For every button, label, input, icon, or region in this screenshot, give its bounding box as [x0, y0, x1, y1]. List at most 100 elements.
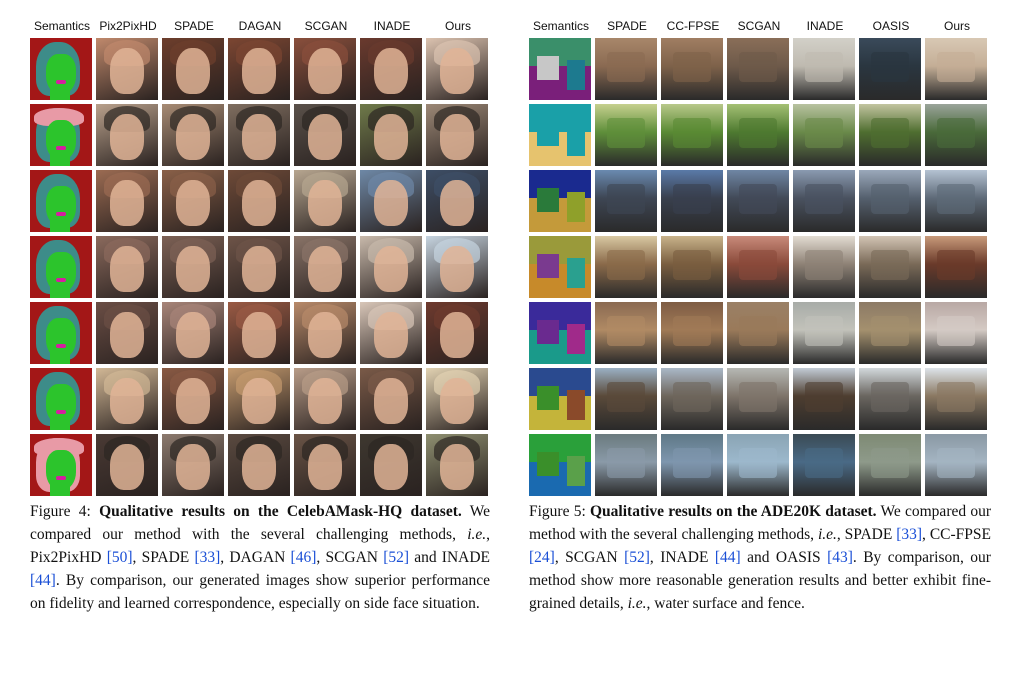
column-header: SCGAN — [737, 19, 781, 33]
caption-title: Qualitative results on the CelebAMask-HQ… — [99, 503, 462, 520]
semantic-map-image — [30, 302, 92, 364]
generated-scene-image — [793, 434, 855, 496]
caption-text: , Pix2PixHD — [30, 526, 490, 566]
generated-scene-image — [661, 302, 723, 364]
generated-scene-image — [859, 170, 921, 232]
caption-text: , SPADE — [132, 549, 195, 566]
citation-link[interactable]: [24] — [529, 549, 555, 566]
generated-face-image — [162, 236, 224, 298]
generated-scene-image — [727, 368, 789, 430]
generated-face-image — [294, 434, 356, 496]
generated-scene-image — [595, 38, 657, 100]
generated-face-image — [426, 236, 488, 298]
generated-face-image — [360, 434, 422, 496]
generated-scene-image — [793, 368, 855, 430]
generated-face-image — [294, 170, 356, 232]
generated-scene-image — [925, 38, 987, 100]
generated-face-image — [96, 368, 158, 430]
generated-face-image — [294, 368, 356, 430]
generated-face-image — [426, 302, 488, 364]
generated-face-image — [360, 170, 422, 232]
generated-scene-image — [727, 104, 789, 166]
generated-scene-image — [595, 104, 657, 166]
column-header: Semantics — [532, 19, 590, 33]
caption-ie: i.e. — [817, 526, 837, 543]
semantic-map-image — [529, 236, 591, 298]
caption-text: , CC-FPSE — [922, 526, 991, 543]
semantic-map-image — [30, 170, 92, 232]
caption-text: , DAGAN — [220, 549, 291, 566]
column-header: SCGAN — [304, 19, 348, 33]
generated-face-image — [228, 38, 290, 100]
generated-scene-image — [793, 236, 855, 298]
generated-scene-image — [661, 368, 723, 430]
semantic-map-image — [30, 104, 92, 166]
citation-link[interactable]: [46] — [290, 549, 317, 566]
generated-scene-image — [859, 236, 921, 298]
generated-face-image — [228, 170, 290, 232]
citation-link[interactable]: [52] — [383, 549, 410, 566]
generated-face-image — [426, 170, 488, 232]
generated-face-image — [162, 38, 224, 100]
column-header: OASIS — [872, 19, 910, 33]
caption-text: and OASIS — [740, 549, 828, 566]
citation-link[interactable]: [33] — [194, 549, 221, 566]
column-header: INADE — [806, 19, 844, 33]
figure-4-column-headers: Semantics Pix2PixHD SPADE DAGAN SCGAN INADE Ou… — [30, 14, 490, 38]
generated-face-image — [162, 104, 224, 166]
generated-scene-image — [925, 236, 987, 298]
column-header: SPADE — [607, 19, 647, 33]
figure-4-caption: Figure 4: Qualitative results on the Cel… — [30, 500, 490, 615]
generated-face-image — [426, 38, 488, 100]
generated-face-image — [162, 368, 224, 430]
generated-face-image — [426, 368, 488, 430]
generated-face-image — [96, 434, 158, 496]
semantic-map-image — [529, 302, 591, 364]
caption-text: and INADE — [409, 549, 490, 566]
generated-face-image — [294, 38, 356, 100]
figure-4-image-grid — [30, 38, 490, 498]
generated-face-image — [96, 104, 158, 166]
generated-scene-image — [727, 38, 789, 100]
caption-text: , SPADE — [836, 526, 897, 543]
citation-link[interactable]: [52] — [624, 549, 650, 566]
generated-scene-image — [925, 368, 987, 430]
semantic-map-image — [529, 434, 591, 496]
caption-text: We compared our method with the several … — [529, 503, 992, 543]
figure-5: Semantics SPADE CC-FPSE SCGAN INADE OASIS Ours — [529, 14, 991, 498]
generated-scene-image — [925, 302, 987, 364]
semantic-map-image — [30, 368, 92, 430]
caption-text: . By comparison, our method show more re… — [529, 549, 991, 612]
generated-face-image — [228, 104, 290, 166]
generated-scene-image — [595, 236, 657, 298]
generated-scene-image — [793, 170, 855, 232]
generated-scene-image — [661, 236, 723, 298]
figure-5-image-grid — [529, 38, 989, 498]
citation-link[interactable]: [33] — [896, 526, 923, 543]
semantic-map-image — [529, 368, 591, 430]
semantic-map-image — [30, 236, 92, 298]
citation-link[interactable]: [44] — [714, 549, 741, 566]
caption-text: , SCGAN — [554, 549, 625, 566]
generated-scene-image — [727, 170, 789, 232]
column-header: INADE — [373, 19, 411, 33]
caption-ie: i.e. — [627, 595, 647, 612]
generated-scene-image — [661, 104, 723, 166]
generated-face-image — [294, 104, 356, 166]
semantic-map-image — [529, 104, 591, 166]
column-header: Semantics — [33, 19, 91, 33]
generated-face-image — [360, 236, 422, 298]
citation-link[interactable]: [43] — [827, 549, 853, 566]
column-header: DAGAN — [238, 19, 282, 33]
generated-face-image — [360, 38, 422, 100]
caption-label: Figure 5: — [529, 503, 586, 520]
column-header: SPADE — [174, 19, 214, 33]
column-header: CC-FPSE — [666, 19, 720, 33]
generated-face-image — [96, 236, 158, 298]
semantic-map-image — [30, 38, 92, 100]
generated-face-image — [228, 236, 290, 298]
generated-scene-image — [727, 302, 789, 364]
citation-link[interactable]: [50] — [106, 549, 133, 566]
generated-scene-image — [925, 434, 987, 496]
citation-link[interactable]: [44] — [30, 572, 56, 589]
